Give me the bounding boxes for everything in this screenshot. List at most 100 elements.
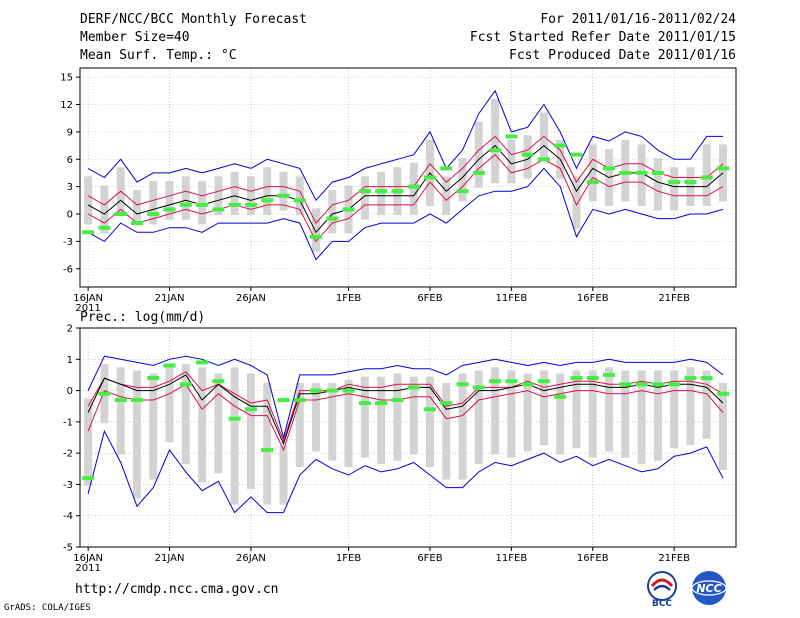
temp-obs-marker: [684, 180, 697, 185]
produced-date: Fcst Produced Date 2011/01/16: [509, 48, 736, 63]
precip-member-box: [718, 382, 727, 471]
precip-x-tick-label: 11FEB: [496, 553, 528, 564]
precip-member-box: [425, 376, 434, 468]
precip-obs-marker: [586, 376, 599, 381]
temp-member-box: [214, 176, 223, 216]
temp-obs-marker: [554, 143, 567, 148]
ncc-logo: NCC: [691, 571, 727, 605]
precip-member-box: [149, 373, 158, 480]
precip-x-tick-label: 16FEB: [577, 553, 609, 564]
precip-obs-marker: [130, 397, 143, 402]
precip-obs-marker: [700, 376, 713, 381]
precip-obs-marker: [521, 382, 534, 387]
temp-obs-marker: [521, 152, 534, 157]
precip-member-box: [181, 364, 190, 464]
temp-plot-frame: [79, 67, 737, 288]
precip-obs-marker: [196, 360, 209, 365]
temp-obs-marker: [130, 221, 143, 226]
variable-label: Mean Surf. Temp.: °C: [80, 48, 237, 63]
precip-obs-marker: [635, 382, 648, 387]
temp-obs-marker: [489, 148, 502, 153]
temp-y-tick-label: 15: [60, 73, 73, 84]
precip-obs-marker: [505, 379, 518, 384]
temp-obs-marker: [456, 189, 469, 194]
precip-max-line: [87, 355, 724, 440]
precip-obs-marker: [570, 376, 583, 381]
precip-obs-marker: [179, 382, 192, 387]
precip-member-box: [279, 445, 288, 505]
precip-member-box: [214, 373, 223, 474]
precip-member-box: [360, 376, 369, 458]
temp-upper-line: [87, 135, 724, 224]
temp-member-box: [279, 171, 288, 211]
precip-member-box: [328, 382, 337, 461]
precip-y-tick-label: 2: [67, 324, 73, 335]
precip-member-box: [165, 367, 174, 443]
precip-obs-marker: [472, 385, 485, 390]
precip-obs-marker: [212, 379, 225, 384]
precip-member-box: [572, 370, 581, 449]
precip-y-tick-label: -3: [63, 480, 73, 491]
precip-obs-marker: [407, 385, 420, 390]
temp-y-tick-label: 3: [67, 182, 73, 193]
precip-label: Prec.: log(mm/d): [80, 310, 206, 325]
precip-obs-marker: [261, 448, 274, 453]
precip-obs-marker: [326, 388, 339, 393]
precip-obs-marker: [358, 401, 371, 406]
bcc-logo-text: BCC: [652, 599, 672, 608]
temp-obs-marker: [212, 207, 225, 212]
precip-obs-marker: [342, 388, 355, 393]
precip-obs-marker: [114, 397, 127, 402]
temp-member-box: [458, 158, 467, 202]
temp-member-box: [312, 208, 321, 252]
precip-member-box: [393, 373, 402, 461]
temp-y-tick-label: 9: [67, 127, 73, 138]
temp-obs-marker: [570, 152, 583, 157]
grads-credit: GrADS: COLA/IGES: [4, 603, 91, 613]
precip-member-box: [605, 367, 614, 452]
temp-obs-marker: [277, 193, 290, 198]
precip-lower-line: [87, 383, 724, 452]
precip-member-box: [442, 382, 451, 480]
precip-member-box: [344, 379, 353, 468]
temp-obs-marker: [668, 180, 681, 185]
temp-member-box: [653, 158, 662, 211]
temp-member-box: [621, 139, 630, 202]
temp-y-tick-label: 0: [67, 210, 73, 221]
temp-obs-marker: [261, 198, 274, 203]
precip-member-box: [474, 370, 483, 464]
precip-member-box: [670, 370, 679, 449]
temp-member-box: [198, 180, 207, 225]
temp-obs-marker: [423, 175, 436, 180]
temp-x-tick-label: 11FEB: [496, 293, 528, 304]
precip-member-box: [507, 370, 516, 458]
temp-obs-marker: [635, 170, 648, 175]
precip-obs-marker: [310, 388, 323, 393]
temp-obs-marker: [82, 230, 95, 235]
temp-obs-marker: [179, 202, 192, 207]
temp-x-tick-label: 16FEB: [577, 293, 609, 304]
precip-obs-marker: [82, 476, 95, 481]
precip-obs-marker: [554, 394, 567, 399]
temp-obs-marker: [196, 202, 209, 207]
precip-obs-marker: [456, 382, 469, 387]
temp-obs-marker: [342, 207, 355, 212]
forecast-period: For 2011/01/16-2011/02/24: [540, 12, 736, 27]
ncc-logo-text: NCC: [696, 582, 721, 595]
precip-member-box: [491, 367, 500, 455]
precip-member-box: [588, 370, 597, 458]
precip-y-tick-label: -5: [63, 543, 73, 554]
temp-member-box: [263, 167, 272, 216]
refer-date: Fcst Started Refer Date 2011/01/15: [469, 30, 736, 45]
temp-obs-marker: [472, 170, 485, 175]
temp-y-tick-label: -3: [63, 237, 73, 248]
precip-x-tick-label: 26JAN: [236, 553, 266, 564]
precip-member-box: [523, 373, 532, 452]
temp-x-tick-label: 21JAN: [155, 293, 185, 304]
precip-member-box: [295, 382, 304, 468]
precip-y-tick-label: 0: [67, 386, 73, 397]
precip-obs-marker: [668, 382, 681, 387]
temp-x-tick-label: 16JAN: [73, 293, 103, 304]
precip-obs-marker: [684, 376, 697, 381]
